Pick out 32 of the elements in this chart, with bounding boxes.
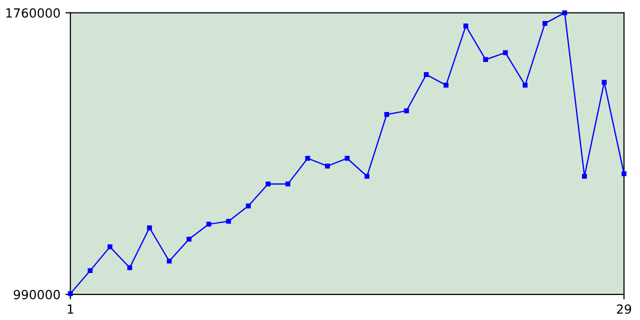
point [166, 258, 172, 264]
x-tick-label: 29 [616, 304, 632, 314]
point [325, 164, 330, 168]
point [483, 57, 488, 62]
point [246, 203, 251, 208]
point [582, 174, 587, 179]
point [444, 82, 448, 88]
point [364, 174, 370, 179]
point [147, 225, 152, 230]
point [384, 112, 390, 117]
x-tick-label: 1 [68, 304, 74, 314]
point [206, 222, 212, 227]
point [622, 171, 626, 176]
point [266, 182, 271, 186]
y-tick-label: 990000 [14, 290, 60, 300]
point [88, 268, 93, 274]
point [463, 24, 468, 28]
point [502, 50, 508, 56]
point [226, 218, 231, 224]
point [542, 20, 548, 26]
point [602, 80, 607, 85]
point [344, 156, 350, 161]
point [522, 82, 528, 88]
point [404, 108, 409, 114]
point [305, 156, 310, 161]
point [186, 236, 192, 242]
point [562, 10, 568, 16]
y-tick-label: 1760000 [6, 8, 60, 18]
point [108, 244, 112, 250]
point [285, 182, 290, 186]
point [424, 72, 429, 78]
point [127, 265, 132, 270]
